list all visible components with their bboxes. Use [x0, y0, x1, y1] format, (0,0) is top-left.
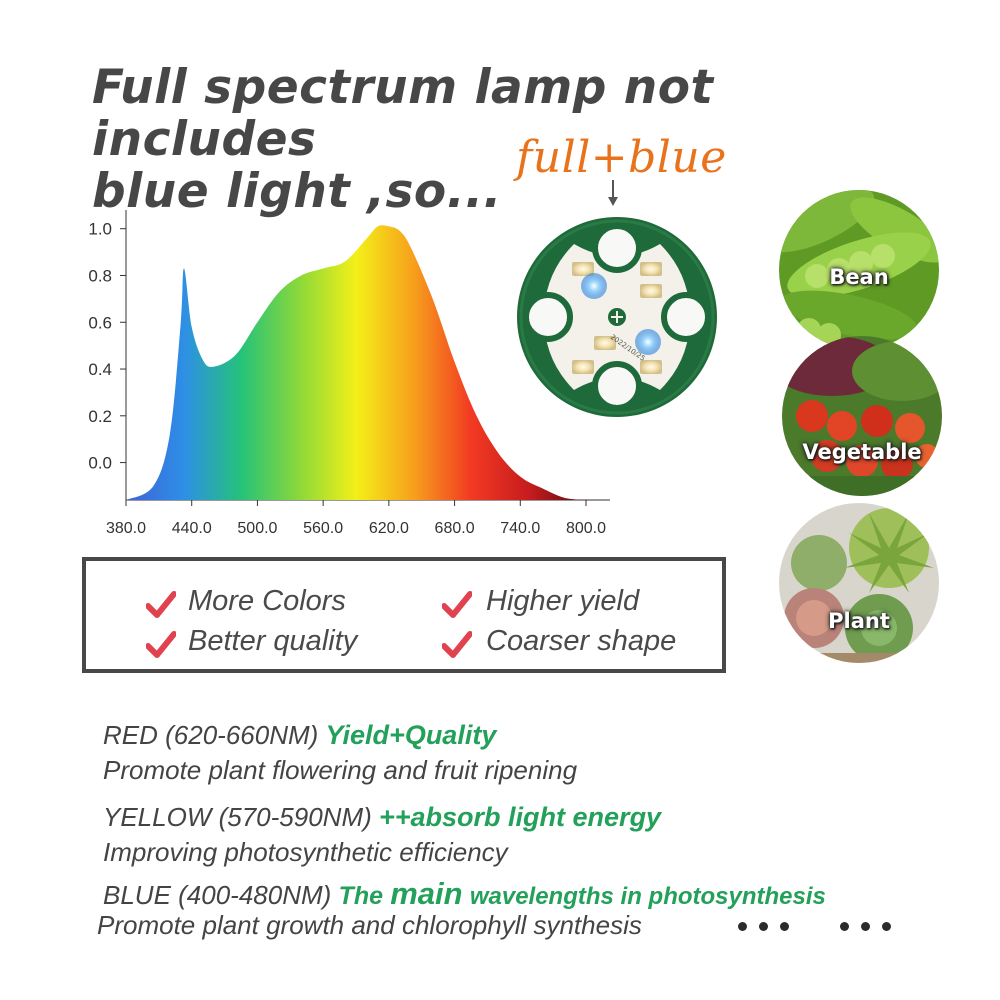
vegetable-image: Vegetable [782, 336, 942, 496]
y-tick-label: 1.0 [88, 220, 112, 239]
down-arrow-icon [608, 180, 618, 206]
yellow-band-name: YELLOW (570-590NM) [103, 802, 372, 832]
headline: Full spectrum lamp not includes blue lig… [92, 62, 852, 218]
red-band-tag: Yield+Quality [325, 720, 497, 750]
x-tick-label: 740.0 [500, 520, 540, 537]
benefit-coarser-shape: Coarser shape [486, 625, 677, 657]
yellow-band-line: YELLOW (570-590NM) ++absorb light energy [103, 802, 661, 833]
benefit-better-quality: Better quality [188, 625, 358, 657]
x-tick-label: 440.0 [172, 520, 212, 537]
headline-line-1: Full spectrum lamp not includes [92, 60, 714, 167]
full-blue-callout: full+blue [516, 132, 727, 183]
bean-image: Bean [779, 190, 939, 350]
benefits-box: More Colors Higher yield Better quality … [82, 557, 726, 673]
ellipsis-icon [738, 918, 801, 936]
y-tick-labels: 1.0 0.8 0.6 0.4 0.2 0.0 [88, 220, 126, 473]
red-band-name: RED (620-660NM) [103, 720, 319, 750]
check-icon [146, 591, 176, 618]
blue-band-tag-1: The [338, 882, 383, 910]
yellow-band-tag: ++absorb light energy [379, 802, 662, 832]
x-tick-labels: 380.0 440.0 500.0 560.0 620.0 680.0 740.0 800.0 [106, 500, 606, 537]
y-tick-label: 0.8 [88, 266, 112, 285]
spectrum-area [126, 225, 586, 501]
y-tick-label: 0.2 [88, 407, 112, 426]
vegetable-label: Vegetable [802, 440, 922, 464]
x-tick-label: 500.0 [237, 520, 277, 537]
blue-band-tag-3: wavelengths in photosynthesis [469, 883, 826, 910]
y-tick-label: 0.4 [88, 360, 112, 379]
benefit-more-colors: More Colors [188, 585, 346, 617]
red-band-description: Promote plant flowering and fruit ripeni… [103, 755, 578, 785]
plant-image: Plant [779, 503, 939, 663]
y-tick-label: 0.6 [88, 313, 112, 332]
check-icon [146, 631, 176, 658]
ellipsis-icon [840, 918, 903, 936]
headline-line-2: blue light ,so... [92, 164, 502, 219]
blue-band-tag-2: main [390, 876, 463, 911]
x-tick-label: 380.0 [106, 520, 146, 537]
x-tick-label: 680.0 [435, 520, 475, 537]
x-tick-label: 620.0 [369, 520, 409, 537]
bean-label: Bean [829, 265, 889, 289]
check-icon [442, 631, 472, 658]
check-icon [442, 591, 472, 618]
red-band-line: RED (620-660NM) Yield+Quality [103, 720, 496, 751]
x-tick-label: 560.0 [303, 520, 343, 537]
spectrum-chart: 1.0 0.8 0.6 0.4 0.2 0.0 380.0 440.0 500.0 560.0 6… [88, 210, 610, 537]
led-board-image: 2022/10/25 [517, 217, 717, 417]
plant-label: Plant [828, 609, 890, 633]
x-tick-label: 800.0 [566, 520, 606, 537]
blue-band-name: BLUE (400-480NM) [103, 880, 332, 910]
benefit-higher-yield: Higher yield [486, 585, 640, 617]
blue-band-line: BLUE (400-480NM) The main wavelengths in… [103, 876, 826, 912]
y-tick-label: 0.0 [88, 454, 112, 473]
blue-band-description: Promote plant growth and chlorophyll syn… [97, 910, 642, 940]
yellow-band-description: Improving photosynthetic efficiency [103, 837, 508, 867]
